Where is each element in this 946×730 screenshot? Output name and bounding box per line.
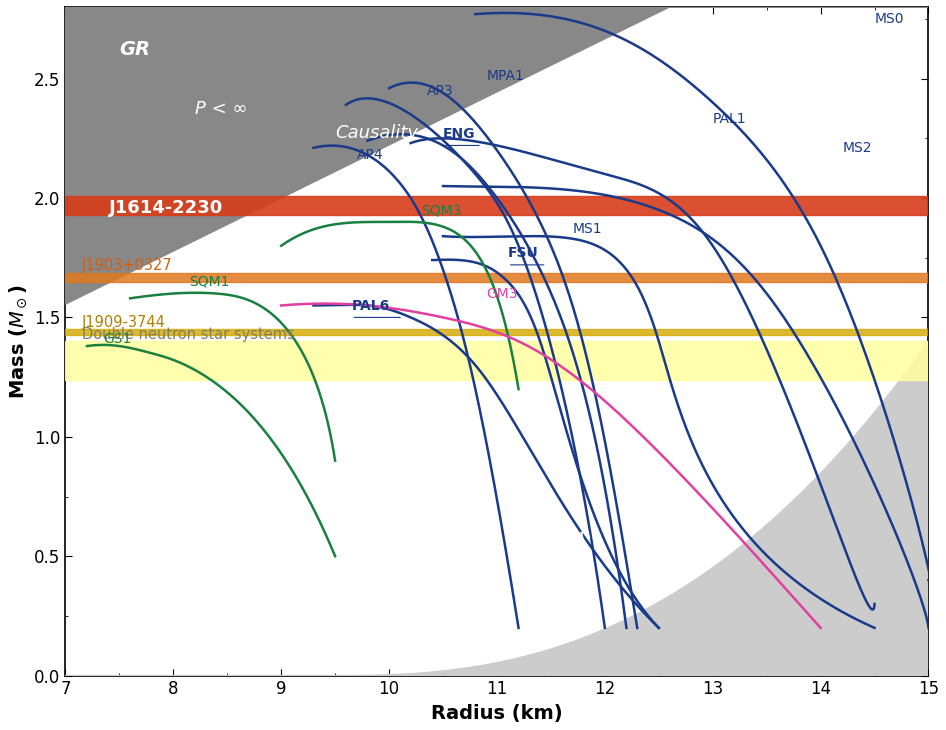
Text: J1903+0327: J1903+0327	[81, 258, 172, 273]
Text: GM3: GM3	[486, 287, 517, 301]
Polygon shape	[65, 342, 928, 676]
Bar	[65, 342, 928, 380]
Text: Double neutron star systems: Double neutron star systems	[81, 327, 294, 342]
Text: ENG: ENG	[443, 127, 476, 141]
Text: MS2: MS2	[842, 141, 871, 155]
Text: MPA1: MPA1	[486, 69, 524, 83]
Y-axis label: Mass ($M_\odot$): Mass ($M_\odot$)	[7, 284, 28, 399]
Polygon shape	[65, 7, 928, 109]
Bar	[65, 273, 928, 283]
Text: J1614-2230: J1614-2230	[109, 199, 223, 217]
Text: MS1: MS1	[572, 222, 602, 237]
Bar	[65, 196, 928, 215]
Text: GR: GR	[119, 39, 150, 58]
Text: PAL1: PAL1	[712, 112, 746, 126]
Text: GS1: GS1	[103, 332, 131, 346]
Text: AP3: AP3	[427, 84, 453, 98]
Polygon shape	[65, 7, 928, 304]
Text: PAL6: PAL6	[351, 299, 390, 312]
Text: P < ∞: P < ∞	[195, 101, 247, 118]
Text: SQM3: SQM3	[421, 203, 462, 217]
Text: AP4: AP4	[357, 148, 383, 162]
Text: FSU: FSU	[508, 246, 538, 260]
X-axis label: Radius (km): Radius (km)	[431, 704, 563, 723]
Polygon shape	[65, 7, 928, 203]
Text: Rotation: Rotation	[518, 524, 595, 572]
Bar	[65, 329, 928, 335]
Text: J1909-3744: J1909-3744	[81, 315, 166, 330]
Text: Causality: Causality	[335, 124, 418, 142]
Text: MS0: MS0	[874, 12, 904, 26]
Text: SQM1: SQM1	[189, 274, 230, 289]
